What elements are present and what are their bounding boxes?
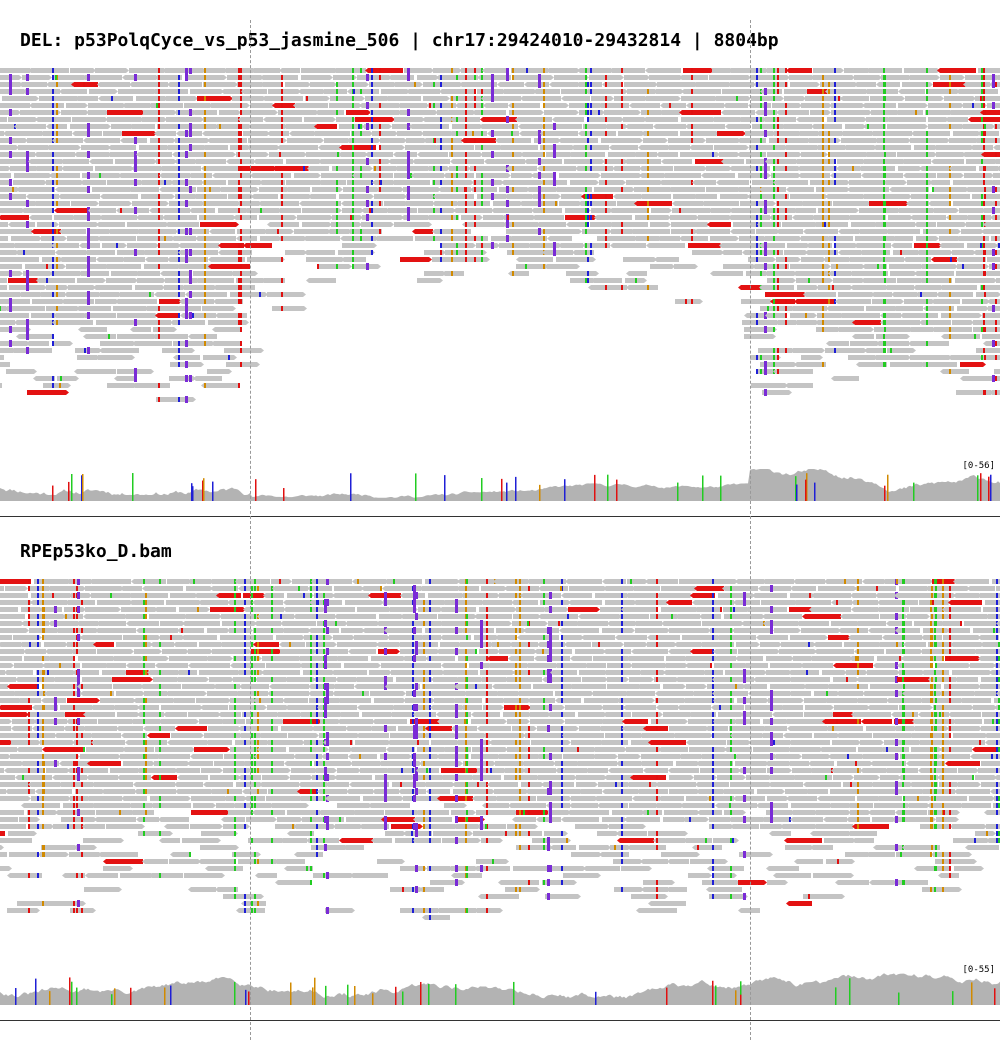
panel-title-sample: DEL: p53PolqCyce_vs_p53_jasmine_506 | ch… bbox=[20, 30, 779, 51]
panel-title-control: RPEp53ko_D.bam bbox=[20, 541, 172, 562]
read-pileup-sample bbox=[0, 68, 1000, 403]
coverage-track-control[interactable] bbox=[0, 959, 1000, 1005]
bottom-divider bbox=[0, 1020, 1000, 1021]
read-alignment-track-sample[interactable] bbox=[0, 68, 1000, 473]
read-alignment-track-control[interactable] bbox=[0, 579, 1000, 979]
breakpoint-right-line bbox=[750, 20, 751, 1040]
coverage-range-label-sample: [0-56] bbox=[962, 461, 995, 471]
read-pileup-control bbox=[0, 579, 1000, 920]
coverage-histogram-sample bbox=[0, 469, 1000, 501]
coverage-range-label-control: [0-55] bbox=[962, 965, 995, 975]
panel-divider bbox=[0, 516, 1000, 517]
coverage-histogram-control bbox=[0, 973, 1000, 1005]
coverage-track-sample[interactable] bbox=[0, 455, 1000, 501]
breakpoint-left-line bbox=[250, 20, 251, 1040]
